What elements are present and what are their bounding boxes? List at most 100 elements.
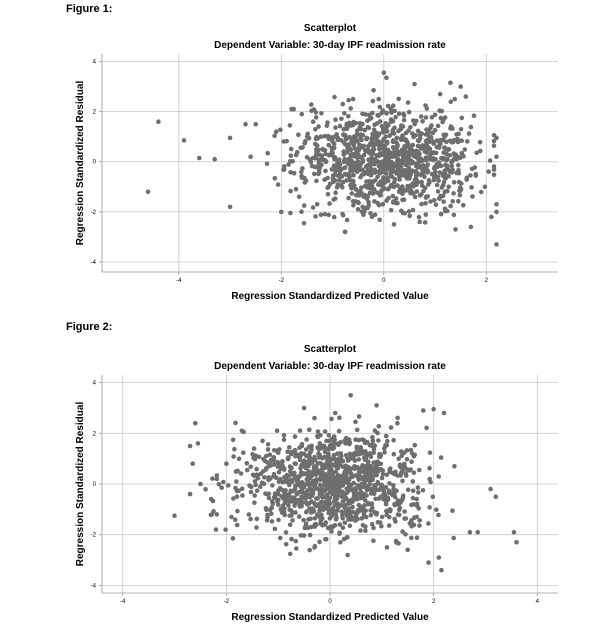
scatter-point xyxy=(366,199,371,205)
scatter-point xyxy=(413,172,419,178)
scatter-point xyxy=(374,190,380,195)
scatter-point xyxy=(354,427,360,433)
scatter-point xyxy=(306,469,311,474)
scatter-point xyxy=(273,129,279,134)
scatter-point xyxy=(374,121,380,126)
scatter-point xyxy=(416,506,422,511)
scatter-point xyxy=(373,487,378,492)
scatter-point xyxy=(238,471,244,476)
scatter-point xyxy=(322,147,328,153)
scatter-point xyxy=(326,451,331,456)
scatter-point xyxy=(451,191,456,196)
scatter-point xyxy=(301,458,307,463)
scatter-point xyxy=(400,529,405,534)
scatter-point xyxy=(264,518,270,523)
scatter-point xyxy=(408,125,413,130)
scatter-point xyxy=(370,477,376,483)
scatter-point xyxy=(436,555,442,560)
scatter-point xyxy=(281,167,287,172)
scatter-point xyxy=(376,468,381,474)
scatter-point xyxy=(389,165,394,171)
scatter-point xyxy=(377,217,383,223)
scatter-point xyxy=(305,501,310,507)
scatter-point xyxy=(420,119,425,124)
scatter-point xyxy=(210,498,216,504)
scatter-point xyxy=(397,505,403,511)
scatter-point xyxy=(405,487,411,492)
scatter-point xyxy=(409,518,414,523)
scatter-point xyxy=(418,114,424,119)
scatter-point xyxy=(344,178,350,183)
scatter-point xyxy=(260,438,265,444)
scatter-point xyxy=(272,526,278,532)
scatter-point xyxy=(469,185,474,190)
scatter-point xyxy=(359,507,365,513)
scatter-point xyxy=(377,454,383,459)
scatter-point xyxy=(145,189,151,195)
scatter-point xyxy=(416,490,421,495)
scatter-point xyxy=(350,199,356,204)
scatter-point xyxy=(379,514,385,520)
scatter-point xyxy=(494,154,499,159)
scatter-point xyxy=(451,139,456,145)
scatter-point xyxy=(351,134,357,139)
scatter-point xyxy=(359,447,364,453)
scatter-point xyxy=(436,178,441,183)
scatter-point xyxy=(360,121,365,127)
scatter-point xyxy=(462,147,468,152)
scatter-point xyxy=(337,166,343,171)
scatter-point xyxy=(434,507,439,512)
scatter-point xyxy=(326,136,332,142)
scatter-point xyxy=(352,487,358,493)
scatter-point xyxy=(272,133,277,138)
scatter-point xyxy=(390,103,396,108)
scatter-point xyxy=(347,523,353,529)
scatter-point xyxy=(404,172,410,178)
scatter-point xyxy=(438,211,444,217)
scatter-point xyxy=(341,132,347,138)
scatter-point xyxy=(387,509,393,514)
scatter-point xyxy=(286,482,292,488)
scatter-point xyxy=(265,512,270,518)
scatter-point xyxy=(382,494,388,499)
scatter-point xyxy=(301,221,307,226)
scatter-point xyxy=(351,141,357,146)
scatter-point xyxy=(385,139,390,145)
scatter-point xyxy=(447,168,453,174)
scatter-point xyxy=(438,194,444,200)
scatter-point xyxy=(356,502,362,508)
scatter-point xyxy=(267,452,273,458)
scatter-point xyxy=(387,481,392,486)
scatter-point xyxy=(491,132,497,138)
scatter-point xyxy=(299,173,304,179)
scatter-point xyxy=(243,121,248,127)
scatter-point xyxy=(315,512,320,517)
scatter-point xyxy=(272,176,278,181)
scatter-point xyxy=(395,415,400,421)
scatter-point xyxy=(337,123,343,129)
scatter-point xyxy=(426,521,431,526)
scatter-point xyxy=(313,127,318,132)
scatter-point xyxy=(488,486,493,492)
scatter-point xyxy=(387,469,393,475)
scatter-point xyxy=(383,121,388,126)
scatter-point xyxy=(246,512,252,517)
scatter-point xyxy=(391,483,396,488)
scatter-point xyxy=(307,532,313,538)
scatter-point xyxy=(312,543,318,549)
scatter-point xyxy=(391,486,396,492)
scatter-point xyxy=(390,200,396,205)
scatter-point xyxy=(396,96,402,102)
scatter-point xyxy=(319,462,325,468)
scatter-point xyxy=(270,483,275,488)
scatter-point xyxy=(339,174,345,179)
scatter-point xyxy=(447,153,453,158)
scatter-point xyxy=(437,91,443,97)
scatter-point xyxy=(396,111,402,116)
scatter-point xyxy=(326,510,332,516)
scatter-point xyxy=(310,205,316,210)
scatter-point xyxy=(375,459,381,464)
scatter-point xyxy=(332,156,337,162)
scatter-point xyxy=(319,111,324,116)
scatter-point xyxy=(393,538,399,544)
